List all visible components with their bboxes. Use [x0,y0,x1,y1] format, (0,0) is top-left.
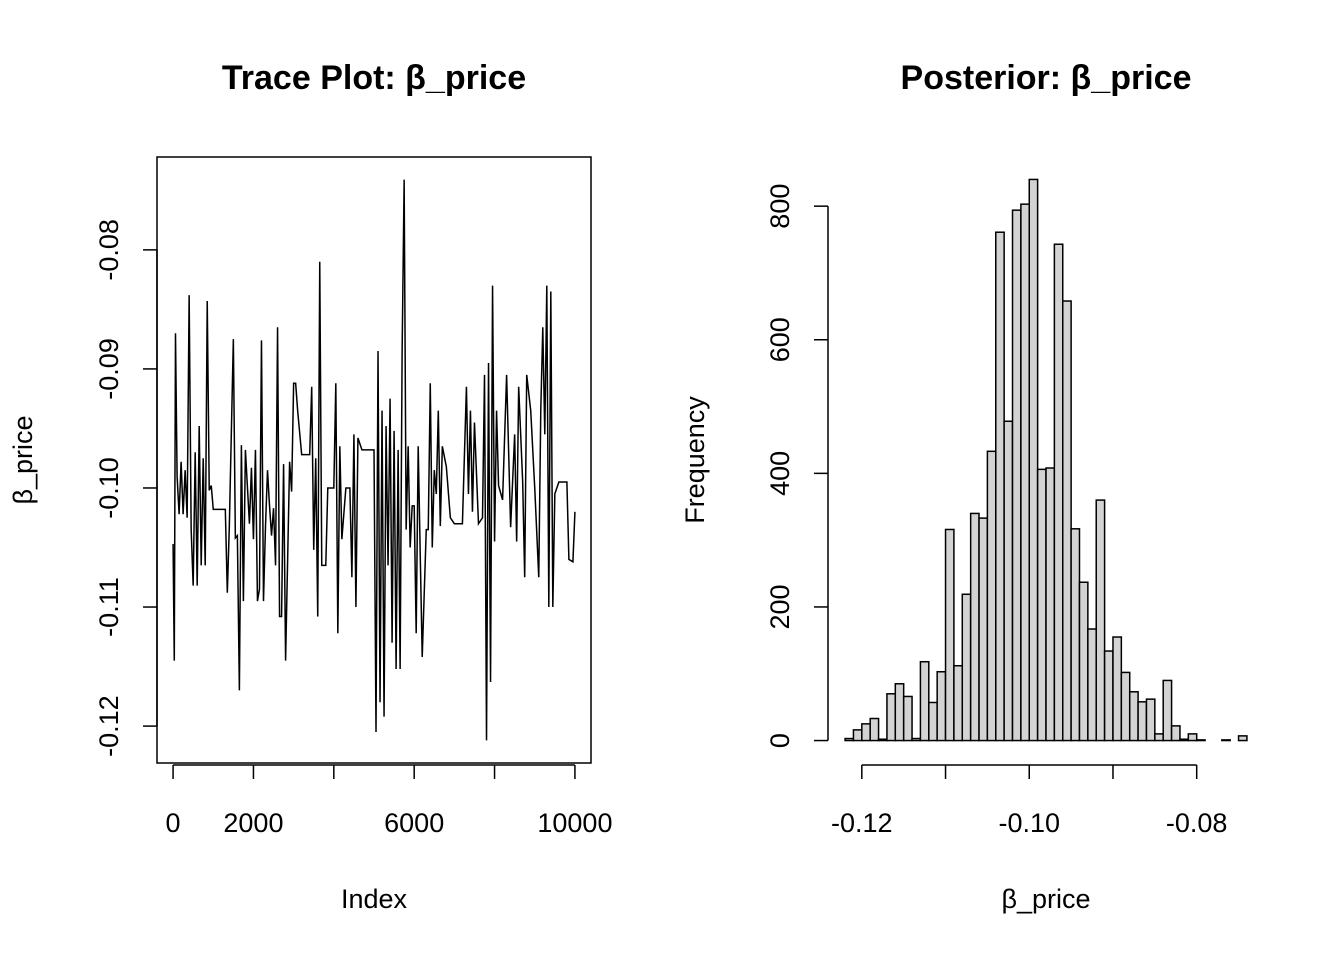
y-tick-label: 200 [765,584,795,629]
histogram-bar [1128,691,1139,742]
histogram-bar [844,737,855,742]
histogram-bar [1095,499,1106,742]
y-tick-label: 400 [765,451,795,496]
histogram-bar [869,717,880,742]
histogram-bar [1112,636,1123,742]
x-axis-label: Index [341,884,408,914]
y-tick-label: 600 [765,317,795,362]
histogram-bar [911,737,922,742]
histogram-bar [1087,628,1097,742]
histogram-bar [1103,650,1114,742]
histogram-bar [877,738,888,742]
y-tick-label: 800 [765,184,795,229]
y-axis-label: Frequency [680,396,710,524]
x-tick-label: -0.08 [1166,808,1228,838]
histogram-bar [1061,300,1072,742]
histogram-bar [1070,528,1081,742]
histogram-bar [902,695,913,742]
y-axis-label: β_price [8,415,38,504]
histogram-bar [1011,209,1022,742]
y-tick-label: -0.09 [94,338,124,400]
y-tick-label: -0.08 [94,219,124,281]
histogram-bar [1237,735,1248,742]
histogram-bar [953,664,964,742]
x-tick-label: -0.10 [998,808,1060,838]
y-tick-label: -0.12 [94,695,124,757]
histogram-bar [969,512,980,742]
y-tick-label: 0 [765,733,795,748]
x-axis-label: β_price [1001,884,1090,914]
histogram-bar [1221,739,1231,742]
histogram-bar [1179,738,1190,742]
histogram-bar [1170,725,1181,742]
histogram-bar [1162,679,1173,742]
histogram-bar [1154,733,1164,742]
x-tick-label: 0 [166,808,181,838]
histogram-bar [978,517,989,742]
y-tick-label: -0.10 [94,457,124,519]
histogram-bar [961,593,972,742]
histogram-bar [1028,178,1039,742]
histogram-bar [1020,203,1031,742]
histogram-bar [861,723,871,742]
x-tick-label: 2000 [223,808,283,838]
x-tick-label: -0.12 [831,808,893,838]
histogram-bar [936,671,947,742]
histogram-bar [1078,581,1089,742]
histogram-bar [1195,739,1206,742]
trace-line [172,179,576,741]
histogram-bar [894,683,905,742]
histogram-bar [1187,733,1198,742]
histogram-bar [995,231,1005,742]
histogram-bar [986,450,997,742]
histogram-bar [852,729,863,742]
histogram-bar [886,693,897,742]
chart-title: Trace Plot: β_price [222,59,526,97]
histogram-bar [1053,243,1064,742]
x-tick-label: 6000 [384,808,444,838]
histogram-bar [1036,468,1047,742]
histogram-bar [944,528,955,742]
histogram-bar [928,701,938,742]
histogram-bar [919,660,930,742]
histogram-bar [1145,698,1156,742]
x-tick-label: 10000 [537,808,612,838]
histogram-bar [1045,467,1056,742]
chart-title: Posterior: β_price [901,59,1192,97]
histogram-bar [1120,671,1131,742]
histogram-bar [1137,701,1148,742]
histogram-bar [1003,420,1014,742]
y-tick-label: -0.11 [94,577,124,637]
